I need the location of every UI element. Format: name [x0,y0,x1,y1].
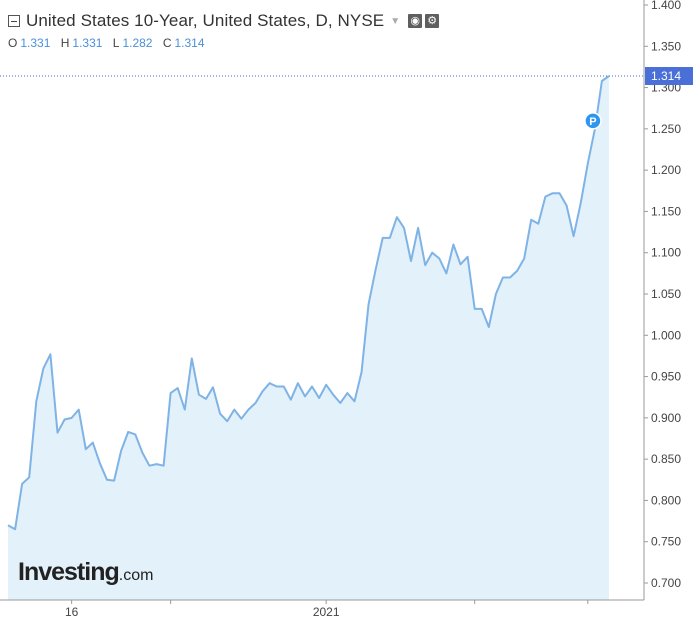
price-marker-circle[interactable] [584,112,602,130]
x-tick-label: 2021 [313,605,340,619]
investing-logo: Investing .com [18,558,153,587]
high-label: H [60,36,70,50]
symbol-title[interactable]: United States 10-Year, United States, D,… [26,11,385,30]
open-label: O [8,36,18,50]
low-value: 1.282 [122,36,153,50]
y-tick-label: 1.250 [651,122,681,136]
last-price-tag: 1.314 [645,67,693,86]
chevron-down-icon[interactable]: ▼ [390,15,401,27]
y-tick-label: 1.000 [651,328,681,342]
gear-icon[interactable]: ⚙ [425,14,440,28]
last-price-label: 1.314 [651,69,681,83]
y-tick-label: 1.150 [651,204,681,218]
low-label: L [112,36,120,50]
collapse-icon[interactable] [8,15,20,27]
y-tick-label: 1.050 [651,287,681,301]
x-axis[interactable]: 16 2021 [65,600,589,619]
y-axis[interactable]: 0.700 0.750 0.800 0.850 0.900 0.950 1.000 1.050… [644,0,681,590]
price-marker-label[interactable]: P [589,116,596,128]
open-value: 1.331 [20,36,51,50]
chart-legend: United States 10-Year, United States, D,… [8,8,442,50]
y-tick-label: 0.800 [651,493,681,507]
y-tick-label: 0.950 [651,370,681,384]
y-tick-label: 1.200 [651,163,681,177]
y-tick-label: 0.850 [651,452,681,466]
x-tick-label: 16 [65,605,79,619]
price-series-line [7,75,610,531]
close-label: C [162,36,172,50]
high-value: 1.331 [72,36,103,50]
y-tick-label: 0.700 [651,576,681,590]
y-tick-label: 1.350 [651,39,681,53]
price-marker[interactable]: P [584,112,602,130]
y-tick-label: 1.400 [651,0,681,12]
y-tick-label: 0.750 [651,535,681,549]
close-value: 1.314 [174,36,205,50]
ohlc-values: O 1.331 H 1.331 L 1.282 C 1.314 [8,36,442,50]
logo-wordmark: Investing [18,558,120,586]
logo-suffix: .com [118,567,154,584]
y-tick-label: 0.900 [651,411,681,425]
price-area-fill [8,76,609,600]
last-price-tag-background [645,67,693,86]
y-tick-label: 1.100 [651,246,681,260]
eye-icon[interactable]: ◉ [408,14,423,28]
